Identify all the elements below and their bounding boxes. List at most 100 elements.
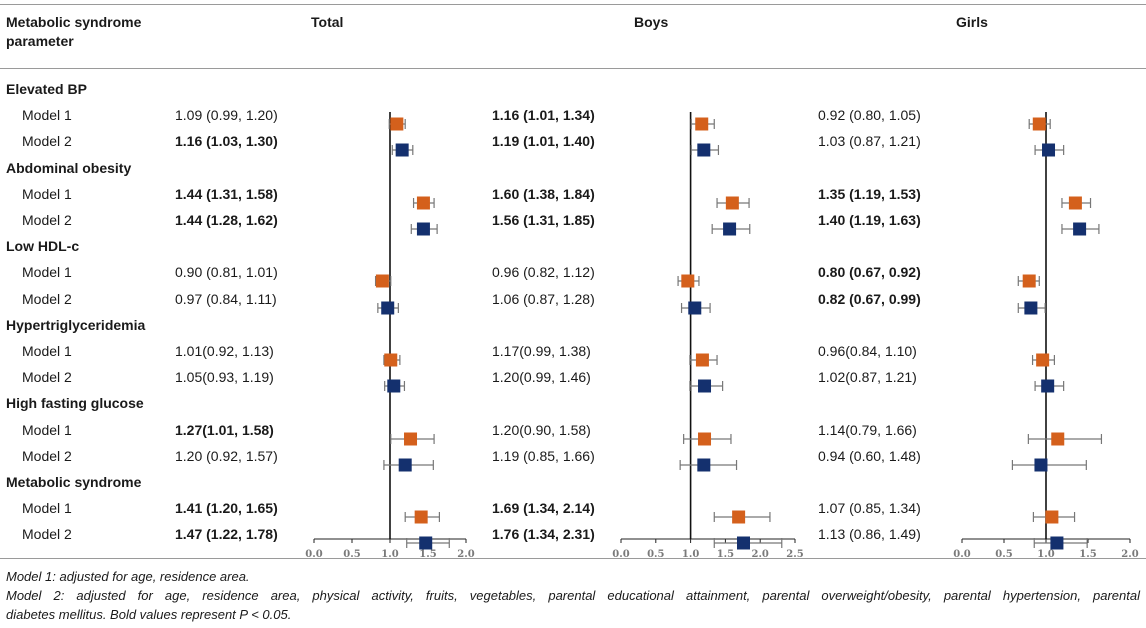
model2-point: [736, 536, 750, 550]
x-tick-label: 1.5: [1079, 549, 1096, 560]
x-tick-label: 1.5: [717, 549, 734, 560]
model1-point: [732, 510, 746, 524]
x-tick-label: 0.0: [953, 549, 970, 560]
header-rule: [0, 68, 1146, 69]
total-or-ci-value: 1.20 (0.92, 1.57): [175, 448, 278, 464]
x-tick-label: 1.0: [381, 549, 398, 560]
x-tick-label: 2.0: [457, 549, 474, 560]
model-label: Model 2: [22, 212, 72, 228]
x-tick-label: 0.5: [995, 549, 1012, 560]
model2-point: [1041, 379, 1055, 393]
total-or-ci-value: 0.90 (0.81, 1.01): [175, 264, 278, 280]
model-label: Model 1: [22, 422, 72, 438]
total-or-ci-value: 1.27(1.01, 1.58): [175, 422, 274, 438]
girls-or-ci-value: 0.94 (0.60, 1.48): [818, 448, 921, 464]
model1-point: [404, 432, 418, 446]
model2-point: [723, 222, 737, 236]
boys-or-ci-value: 1.60 (1.38, 1.84): [492, 186, 595, 202]
parameter-header-line2: parameter: [6, 33, 74, 49]
total-or-ci-value: 1.01(0.92, 1.13): [175, 343, 274, 359]
girls-or-ci-value: 0.80 (0.67, 0.92): [818, 264, 921, 280]
parameter-header-line1: Metabolic syndrome: [6, 14, 142, 30]
model2-point: [416, 222, 430, 236]
model-label: Model 2: [22, 526, 72, 542]
model-label: Model 2: [22, 448, 72, 464]
model1-point: [725, 196, 739, 210]
model2-point: [395, 143, 409, 157]
model2-point: [387, 379, 401, 393]
model2-point: [1050, 536, 1064, 550]
total-or-ci-value: 1.05(0.93, 1.19): [175, 369, 274, 385]
footnote-model1: Model 1: adjusted for age, residence are…: [6, 569, 250, 584]
girls-or-ci-value: 1.35 (1.19, 1.53): [818, 186, 921, 202]
boys-or-ci-value: 1.17(0.99, 1.38): [492, 343, 591, 359]
x-tick-label: 2.0: [751, 549, 768, 560]
model2-point: [1073, 222, 1087, 236]
x-tick-label: 0.0: [612, 549, 629, 560]
section-label: Elevated BP: [6, 81, 87, 97]
column-header-boys: Boys: [634, 14, 669, 30]
total-or-ci-value: 1.09 (0.99, 1.20): [175, 107, 278, 123]
x-tick-label: 1.0: [1037, 549, 1054, 560]
model1-point: [384, 353, 398, 367]
total-or-ci-value: 1.44 (1.31, 1.58): [175, 186, 278, 202]
model2-point: [1042, 143, 1056, 157]
column-header-total: Total: [311, 14, 344, 30]
section-label: Abdominal obesity: [6, 160, 132, 176]
model1-point: [681, 274, 695, 288]
model2-point: [698, 379, 712, 393]
girls-or-ci-value: 1.02(0.87, 1.21): [818, 369, 917, 385]
model1-point: [1036, 353, 1050, 367]
model2-point: [1034, 458, 1048, 472]
total-or-ci-value: 1.41 (1.20, 1.65): [175, 500, 278, 516]
girls-or-ci-value: 0.96(0.84, 1.10): [818, 343, 917, 359]
x-tick-label: 2.0: [1121, 549, 1138, 560]
model-label: Model 1: [22, 107, 72, 123]
boys-or-ci-value: 1.69 (1.34, 2.14): [492, 500, 595, 516]
model2-point: [419, 536, 433, 550]
boys-or-ci-value: 1.19 (1.01, 1.40): [492, 133, 595, 149]
footnote-model2: Model 2: adjusted for age, residence are…: [6, 586, 1140, 624]
model2-point: [398, 458, 412, 472]
total-or-ci-value: 1.44 (1.28, 1.62): [175, 212, 278, 228]
model-label: Model 1: [22, 264, 72, 280]
girls-or-ci-value: 1.13 (0.86, 1.49): [818, 526, 921, 542]
bottom-rule: [0, 558, 1146, 559]
model1-point: [416, 196, 430, 210]
boys-or-ci-value: 1.06 (0.87, 1.28): [492, 291, 595, 307]
model1-point: [695, 353, 709, 367]
top-rule: [0, 4, 1146, 5]
girls-or-ci-value: 1.03 (0.87, 1.21): [818, 133, 921, 149]
model1-point: [375, 274, 389, 288]
model1-point: [1032, 117, 1046, 131]
girls-or-ci-value: 0.92 (0.80, 1.05): [818, 107, 921, 123]
total-or-ci-value: 1.16 (1.03, 1.30): [175, 133, 278, 149]
boys-or-ci-value: 0.96 (0.82, 1.12): [492, 264, 595, 280]
model1-point: [390, 117, 404, 131]
model1-point: [1022, 274, 1036, 288]
model2-point: [381, 301, 395, 315]
section-label: Low HDL-c: [6, 238, 80, 254]
section-label: High fasting glucose: [6, 395, 144, 411]
section-label: Metabolic syndrome: [6, 474, 142, 490]
x-tick-label: 0.5: [647, 549, 664, 560]
boys-or-ci-value: 1.56 (1.31, 1.85): [492, 212, 595, 228]
model-label: Model 1: [22, 343, 72, 359]
model1-point: [414, 510, 428, 524]
boys-or-ci-value: 1.20(0.99, 1.46): [492, 369, 591, 385]
model-label: Model 2: [22, 291, 72, 307]
model1-point: [698, 432, 712, 446]
footnote-model2-line1: Model 2: adjusted for age, residence are…: [6, 588, 1140, 603]
girls-or-ci-value: 0.82 (0.67, 0.99): [818, 291, 921, 307]
girls-or-ci-value: 1.07 (0.85, 1.34): [818, 500, 921, 516]
x-tick-label: 0.0: [305, 549, 322, 560]
column-header-girls: Girls: [956, 14, 988, 30]
model2-point: [697, 143, 711, 157]
model2-point: [697, 458, 711, 472]
total-or-ci-value: 1.47 (1.22, 1.78): [175, 526, 278, 542]
model2-point: [1024, 301, 1038, 315]
model-label: Model 2: [22, 133, 72, 149]
model1-point: [695, 117, 709, 131]
model1-point: [1045, 510, 1059, 524]
